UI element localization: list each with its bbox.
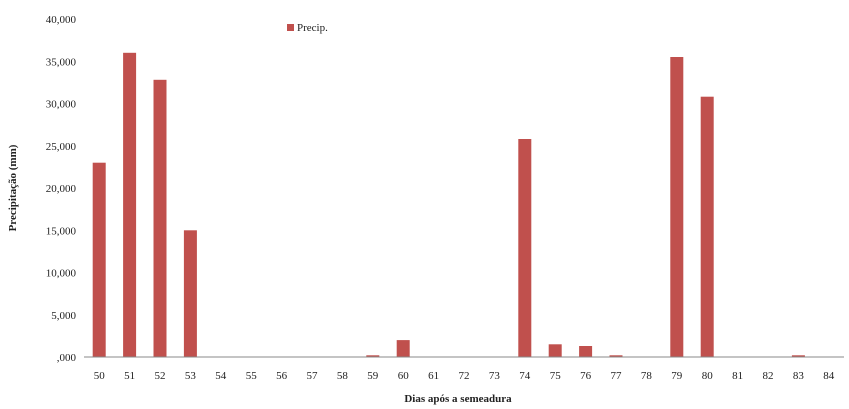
y-axis-ticks: ,000 5,000 10,000 15,000 20,000 25,000 30,000 3…	[46, 14, 77, 364]
x-tick-label: 75	[550, 370, 562, 382]
x-tick-label: 51	[124, 370, 135, 382]
x-tick-label: 80	[702, 370, 714, 382]
y-tick-label: 30,000	[46, 99, 77, 111]
x-tick-label: 53	[185, 370, 197, 382]
y-tick-label: 25,000	[46, 141, 77, 153]
x-tick-label: 84	[823, 370, 835, 382]
x-tick-label: 50	[94, 370, 106, 382]
x-tick-label: 60	[398, 370, 410, 382]
bar	[92, 162, 106, 357]
bar	[609, 355, 623, 357]
x-tick-label: 79	[671, 370, 683, 382]
legend-swatch-precip	[287, 24, 294, 31]
y-axis-title: Precipitação (mm)	[7, 144, 19, 231]
x-tick-label: 78	[641, 370, 653, 382]
y-tick-label: ,000	[57, 352, 77, 364]
y-tick-label: 20,000	[46, 183, 77, 195]
x-tick-label: 56	[276, 370, 288, 382]
bar	[579, 346, 593, 357]
y-tick-label: 40,000	[46, 14, 77, 26]
bar	[548, 344, 562, 357]
bar	[700, 96, 714, 357]
x-tick-label: 59	[367, 370, 379, 382]
y-tick-label: 35,000	[46, 56, 77, 68]
x-tick-label: 52	[155, 370, 166, 382]
x-tick-label: 81	[732, 370, 743, 382]
bar	[518, 139, 532, 357]
x-tick-label: 74	[519, 370, 531, 382]
x-tick-label: 73	[489, 370, 501, 382]
x-tick-label: 61	[428, 370, 439, 382]
bar	[123, 52, 137, 358]
bar	[366, 355, 380, 357]
x-tick-label: 83	[793, 370, 805, 382]
bar	[396, 340, 410, 357]
legend: Precip.	[287, 22, 328, 34]
x-tick-label: 57	[307, 370, 319, 382]
x-tick-label: 82	[763, 370, 774, 382]
x-tick-label: 77	[611, 370, 623, 382]
x-tick-label: 72	[459, 370, 470, 382]
legend-label-precip: Precip.	[297, 22, 328, 34]
bar	[791, 355, 805, 357]
y-tick-label: 10,000	[46, 268, 77, 280]
y-tick-label: 15,000	[46, 225, 77, 237]
x-tick-label: 76	[580, 370, 592, 382]
bar	[183, 230, 197, 358]
bar	[153, 79, 167, 358]
x-axis-title: Dias após a semeadura	[404, 393, 512, 405]
x-tick-label: 58	[337, 370, 349, 382]
x-tick-label: 54	[215, 370, 227, 382]
y-tick-label: 5,000	[51, 310, 76, 322]
bar	[670, 57, 684, 357]
x-axis-ticks: 50 51 52 53 54 55 56 57 58 59 60 61 72 73 74 75 76 77 78 79…	[94, 370, 835, 382]
x-tick-label: 55	[246, 370, 258, 382]
bars	[92, 52, 805, 358]
